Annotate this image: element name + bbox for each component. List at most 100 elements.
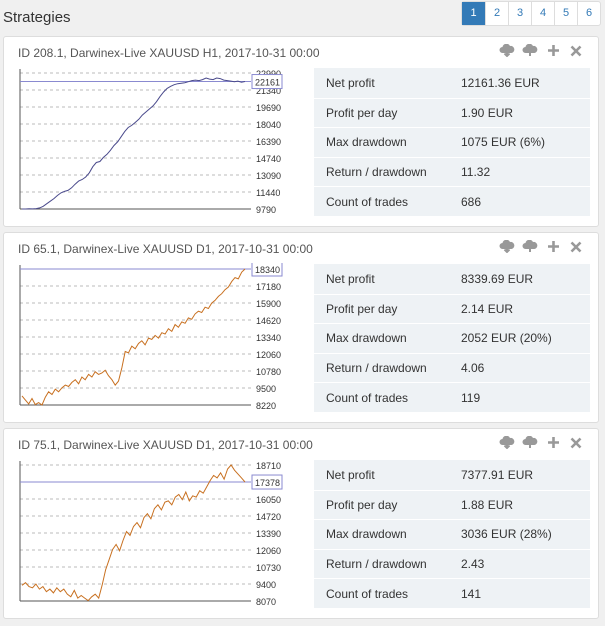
y-tick-label: 13340: [256, 333, 281, 343]
add-button[interactable]: [544, 240, 562, 258]
metric-row: Profit per day 1.88 EUR: [314, 489, 590, 520]
metric-label: Net profit: [326, 271, 375, 286]
strategy-title: ID 208.1, Darwinex-Live XAUUSD H1, 2017-…: [18, 46, 320, 60]
pagination: 1 2 3 4 5 6: [461, 1, 601, 26]
page-5-button[interactable]: 5: [554, 2, 577, 25]
metric-row: Max drawdown 2052 EUR (20%): [314, 323, 590, 353]
metric-row: Count of trades 686: [314, 186, 590, 216]
metric-label: Max drawdown: [326, 135, 407, 150]
metric-row: Count of trades 141: [314, 578, 590, 608]
cloud-download-icon: [499, 435, 515, 454]
add-button[interactable]: [544, 437, 562, 452]
page-4-button[interactable]: 4: [531, 2, 554, 25]
metric-row: Return / drawdown 11.32: [314, 156, 590, 187]
metric-value: 8339.69 EUR: [461, 271, 534, 286]
metric-label: Profit per day: [326, 497, 398, 512]
metrics-table: Net profit 7377.91 EUR Profit per day 1.88 …: [314, 460, 590, 608]
metric-label: Return / drawdown: [326, 557, 427, 572]
metrics-table: Net profit 12161.36 EUR Profit per day 1.90…: [314, 68, 590, 216]
current-value-box: [251, 263, 283, 277]
metric-label: Max drawdown: [326, 331, 407, 346]
cloud-download-icon: [499, 239, 515, 258]
metric-row: Return / drawdown 2.43: [314, 548, 590, 579]
y-tick-label: 8220: [256, 401, 276, 411]
page-title: Strategies: [3, 9, 71, 26]
y-tick-label: 19690: [256, 103, 281, 113]
download-button[interactable]: [498, 435, 516, 454]
metric-value: 2.43: [461, 557, 485, 572]
metric-value: 1.90 EUR: [461, 105, 514, 120]
metric-label: Profit per day: [326, 105, 398, 120]
y-tick-label: 14620: [256, 316, 281, 326]
equity-series-line: [22, 77, 246, 210]
remove-button[interactable]: [567, 241, 585, 256]
y-tick-label: 12060: [256, 350, 281, 360]
y-tick-label: 9790: [256, 205, 276, 215]
remove-button[interactable]: [567, 44, 585, 62]
strategy-actions: [498, 239, 585, 258]
metric-row: Count of trades 119: [314, 382, 590, 412]
download-button[interactable]: [498, 239, 516, 258]
upload-button[interactable]: [521, 239, 539, 258]
metric-row: Return / drawdown 4.06: [314, 352, 590, 383]
y-tick-label: 21340: [256, 86, 281, 96]
cloud-upload-icon: [522, 239, 538, 258]
strategy-card: ID 65.1, Darwinex-Live XAUUSD D1, 2017-1…: [3, 232, 599, 423]
y-tick-label: 13090: [256, 171, 281, 181]
upload-button[interactable]: [521, 43, 539, 62]
page-1-button[interactable]: 1: [462, 2, 485, 25]
download-button[interactable]: [498, 43, 516, 60]
metric-label: Count of trades: [326, 194, 409, 209]
y-tick-label: 11440: [256, 188, 280, 198]
remove-button[interactable]: [567, 436, 585, 454]
metric-label: Count of trades: [326, 390, 409, 405]
plus-icon: [547, 44, 560, 62]
strategy-title: ID 75.1, Darwinex-Live XAUUSD D1, 2017-1…: [18, 438, 313, 452]
metric-row: Max drawdown 3036 EUR (28%): [314, 519, 590, 549]
metric-label: Return / drawdown: [326, 165, 427, 180]
metric-label: Profit per day: [326, 301, 398, 316]
current-value-label: 22161: [255, 78, 280, 88]
y-tick-label: 9400: [256, 580, 276, 590]
current-value-label: 18340: [255, 265, 280, 275]
close-icon: [570, 436, 582, 454]
equity-series-line: [21, 464, 246, 602]
page-3-button[interactable]: 3: [508, 2, 531, 25]
upload-button[interactable]: [521, 435, 539, 452]
metric-label: Net profit: [326, 467, 375, 482]
metric-value: 1075 EUR (6%): [461, 135, 546, 150]
y-tick-label: 8070: [256, 597, 276, 607]
strategy-actions: [498, 435, 585, 454]
metric-value: 11.32: [461, 165, 491, 180]
strategy-card: ID 75.1, Darwinex-Live XAUUSD D1, 2017-1…: [3, 428, 599, 619]
y-tick-label: 15900: [256, 299, 281, 309]
y-tick-label: 18040: [256, 120, 281, 130]
metric-value: 141: [461, 586, 482, 601]
top-bar: Strategies 1 2 3 4 5 6: [0, 0, 605, 34]
current-value-box: [251, 474, 283, 490]
y-tick-label: 17180: [256, 282, 281, 292]
metric-value: 119: [461, 390, 481, 405]
add-button[interactable]: [544, 44, 562, 62]
metric-value: 12161.36 EUR: [461, 75, 540, 90]
page-2-button[interactable]: 2: [485, 2, 508, 25]
metric-value: 3036 EUR (28%): [461, 527, 552, 542]
metrics-table: Net profit 8339.69 EUR Profit per day 2.14 …: [314, 264, 590, 412]
y-tick-label: 10780: [256, 367, 281, 377]
plus-icon: [547, 240, 560, 258]
metric-value: 4.06: [461, 361, 485, 376]
y-tick-label: 16390: [256, 137, 281, 147]
page-6-button[interactable]: 6: [577, 2, 600, 25]
metric-value: 1.88 EUR: [461, 497, 514, 512]
strategy-title: ID 65.1, Darwinex-Live XAUUSD D1, 2017-1…: [18, 242, 313, 256]
strategy-card: ID 208.1, Darwinex-Live XAUUSD H1, 2017-…: [3, 36, 599, 227]
cloud-upload-icon: [522, 43, 538, 62]
metric-label: Count of trades: [326, 586, 409, 601]
current-value-box: [251, 74, 283, 90]
y-tick-label: 14740: [256, 154, 281, 164]
y-tick-label: 10730: [256, 563, 281, 573]
metric-row: Net profit 12161.36 EUR: [314, 68, 590, 98]
close-icon: [570, 44, 582, 62]
current-value-label: 17378: [255, 478, 280, 488]
y-tick-label: 14720: [256, 512, 281, 522]
